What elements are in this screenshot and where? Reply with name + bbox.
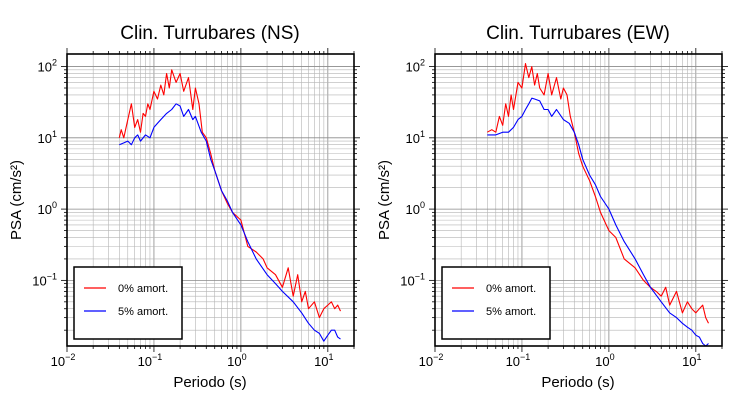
chart-title: Clin. Turrubares (NS) xyxy=(120,23,300,44)
legend-label-0: 0% amort. xyxy=(486,283,536,295)
y-tick-label: 102 xyxy=(406,58,425,75)
series-line-1 xyxy=(487,97,709,347)
x-tick-label: 10−2 xyxy=(419,352,444,369)
x-tick-label: 10−1 xyxy=(138,352,163,369)
x-tick-label: 10−2 xyxy=(51,352,76,369)
x-tick-label: 101 xyxy=(682,352,701,369)
panel-ew: Clin. Turrubares (EW) Periodo (s) PSA (c… xyxy=(376,23,728,391)
chart-title: Clin. Turrubares (EW) xyxy=(486,23,670,44)
legend-label-1: 5% amort. xyxy=(118,306,168,318)
x-tick-label: 10−1 xyxy=(506,352,531,369)
tick-layer: 10−2 10−1 100 101 10−1 100 101 102 xyxy=(400,48,728,369)
legend: 0% amort. 5% amort. xyxy=(73,266,183,340)
y-tick-label: 10−1 xyxy=(32,271,57,288)
x-tick-label: 100 xyxy=(227,352,246,369)
grid xyxy=(66,54,355,346)
y-axis-label: PSA (cm/s²) xyxy=(376,160,393,240)
panel-ns: Clin. Turrubares (NS) Periodo (s) PSA (c… xyxy=(8,23,360,391)
legend-box xyxy=(73,266,183,340)
x-axis-label: Periodo (s) xyxy=(541,374,614,391)
x-tick-label: 100 xyxy=(595,352,614,369)
series-layer xyxy=(487,63,709,347)
y-tick-label: 10−1 xyxy=(400,271,425,288)
legend-label-0: 0% amort. xyxy=(118,283,168,295)
x-tick-label: 101 xyxy=(314,352,333,369)
grid xyxy=(434,54,723,346)
y-tick-label: 100 xyxy=(38,200,57,217)
tick-layer: 10−2 10−1 100 101 10−1 100 101 102 xyxy=(32,48,360,369)
plot-frame xyxy=(66,53,355,347)
x-axis-label: Periodo (s) xyxy=(173,374,246,391)
series-line-0 xyxy=(118,69,341,319)
y-axis-label: PSA (cm/s²) xyxy=(8,160,25,240)
series-line-1 xyxy=(119,103,341,342)
plot-frame xyxy=(434,53,723,347)
y-tick-label: 101 xyxy=(38,129,57,146)
y-tick-label: 100 xyxy=(406,200,425,217)
legend-box xyxy=(441,266,551,340)
y-tick-label: 101 xyxy=(406,129,425,146)
y-tick-label: 102 xyxy=(38,58,57,75)
series-line-0 xyxy=(487,63,709,324)
legend-label-1: 5% amort. xyxy=(486,306,536,318)
series-layer xyxy=(118,69,341,342)
legend: 0% amort. 5% amort. xyxy=(441,266,551,340)
